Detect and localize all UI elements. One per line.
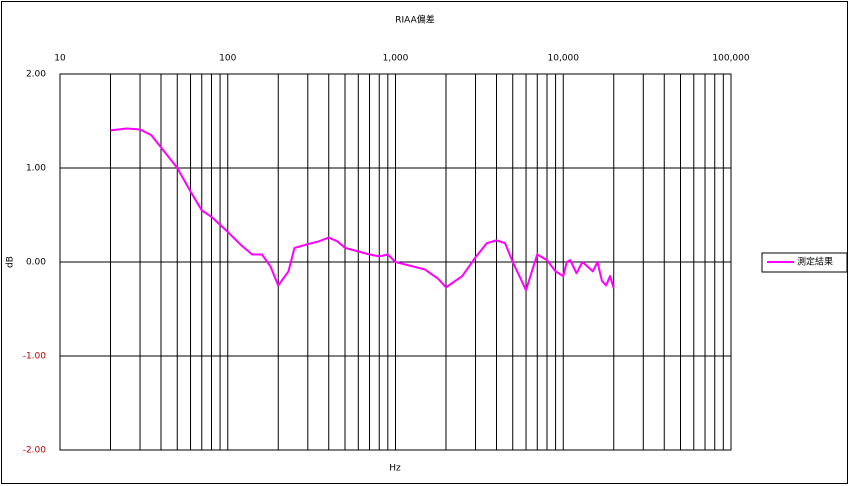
y-tick-label: 2.00 — [26, 70, 46, 80]
x-tick-label: 1,000 — [383, 54, 409, 64]
chart-title: RIAA偏差 — [395, 14, 434, 26]
y-axis-label: dB — [6, 256, 16, 268]
data-line — [110, 127, 615, 292]
y-tick-label: -2.00 — [23, 446, 47, 456]
x-tick-label: 100 — [219, 54, 236, 64]
legend-label: 測定結果 — [797, 256, 833, 268]
x-tick-label: 10 — [54, 54, 66, 64]
y-tick-label: -1.00 — [23, 352, 47, 362]
y-tick-label: 1.00 — [26, 164, 46, 174]
x-tick-label: 100,000 — [712, 54, 749, 64]
legend-box — [761, 252, 848, 273]
x-axis-label: Hz — [389, 464, 401, 474]
y-tick-label: 0.00 — [26, 258, 46, 268]
x-tick-label: 10,000 — [548, 54, 580, 64]
plot-border — [59, 73, 732, 451]
